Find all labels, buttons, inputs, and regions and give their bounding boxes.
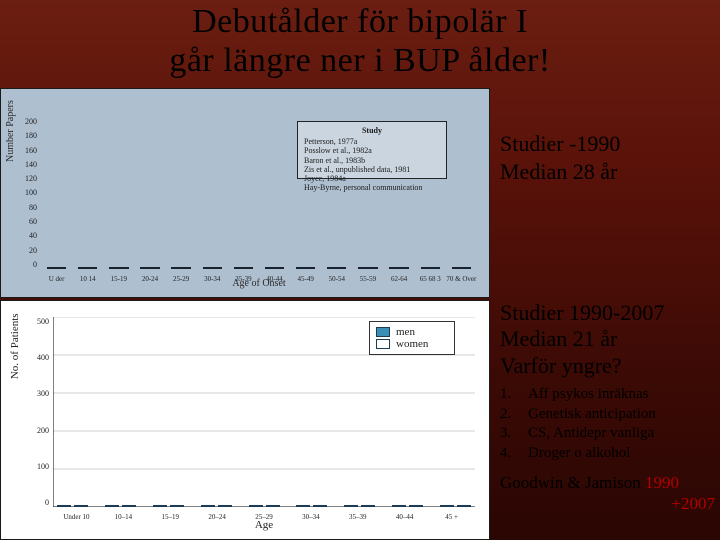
chart1-study-box: Study Petterson, 1977aPosslow et al., 19… <box>297 121 447 179</box>
chart2-legend: men women <box>369 321 455 355</box>
b2-line1: Studier 1990-2007 <box>500 300 715 326</box>
b2-line2: Median 21 år <box>500 326 715 352</box>
legend-swatch-women <box>376 339 390 349</box>
page-title: Debutålder för bipolär I går längre ner … <box>0 0 720 80</box>
reference: Goodwin & Jamison 1990 +2007 <box>500 473 715 514</box>
chart1-bar <box>358 267 377 269</box>
chart1-bar <box>78 267 97 269</box>
chart2-xticks: Under 1010–1415–1920–2425–2930–3435–3940… <box>53 513 475 521</box>
chart1-bar <box>421 267 440 269</box>
chart1-bar <box>109 267 128 269</box>
chart2-bar-men <box>249 505 263 507</box>
chart1-bar <box>452 267 471 269</box>
chart2-bar-men <box>57 505 71 507</box>
chart2-bar-women <box>218 505 232 507</box>
b2-line3: Varför yngre? <box>500 353 715 379</box>
chart1-bar <box>203 267 222 269</box>
chart2-ylabel: No. of Patients <box>9 313 21 379</box>
b1-line1: Studier -1990 <box>500 130 710 158</box>
chart2-bar-men <box>105 505 119 507</box>
chart1-bar <box>47 267 66 269</box>
chart2-bar-women <box>457 505 471 507</box>
chart2-bar-women <box>409 505 423 507</box>
chart1-bar <box>327 267 346 269</box>
legend-women: women <box>376 338 448 350</box>
chart1-bar <box>389 267 408 269</box>
chart2-bar-men <box>153 505 167 507</box>
study-box-header: Study <box>304 126 440 135</box>
title-line1: Debutålder för bipolär I <box>0 2 720 41</box>
chart2-bar-women <box>313 505 327 507</box>
study-box-lines: Petterson, 1977aPosslow et al., 1982aBar… <box>304 137 440 192</box>
chart2-bar-men <box>440 505 454 507</box>
ref-year2: +2007 <box>671 494 715 513</box>
chart2-plot: No. of Patients Age 5004003002001000 Und… <box>53 317 475 507</box>
chart2-bar-men <box>296 505 310 507</box>
chart1-bar <box>140 267 159 269</box>
chart2-bar-women <box>170 505 184 507</box>
ref-authors: Goodwin & Jamison <box>500 473 645 492</box>
ref-year1: 1990 <box>645 473 679 492</box>
chart1-yticks: 200180160140120100806040200 <box>11 117 37 269</box>
chart1-bar <box>234 267 253 269</box>
b1-line2: Median 28 år <box>500 158 710 186</box>
chart2-bar-women <box>74 505 88 507</box>
chart2-bar-men <box>201 505 215 507</box>
chart2-bar-men <box>392 505 406 507</box>
chart-studies-1990-2007: No. of Patients Age 5004003002001000 Und… <box>0 300 490 540</box>
chart2-bar-women <box>361 505 375 507</box>
chart2-yticks: 5004003002001000 <box>23 317 49 507</box>
chart1-xticks: U der10 1415-1920-2425-2930-3435-3940-44… <box>41 275 477 283</box>
chart-studies-pre1990: Number Papers Age of Onset 2001801601401… <box>0 88 490 298</box>
chart2-bar-women <box>122 505 136 507</box>
chart1-bar <box>296 267 315 269</box>
chart1-bar <box>171 267 190 269</box>
legend-men: men <box>376 326 448 338</box>
title-line2: går längre ner i BUP ålder! <box>0 41 720 80</box>
summary-1990-2007: Studier 1990-2007 Median 21 år Varför yn… <box>500 300 715 514</box>
chart1-plot: Number Papers Age of Onset 2001801601401… <box>41 117 477 269</box>
chart1-bar <box>265 267 284 269</box>
reasons-list: 1.Aff psykos inräknas2.Genetisk anticipa… <box>500 385 715 463</box>
legend-swatch-men <box>376 327 390 337</box>
summary-pre1990: Studier -1990 Median 28 år <box>500 130 710 185</box>
chart2-bar-men <box>344 505 358 507</box>
chart2-bar-women <box>266 505 280 507</box>
